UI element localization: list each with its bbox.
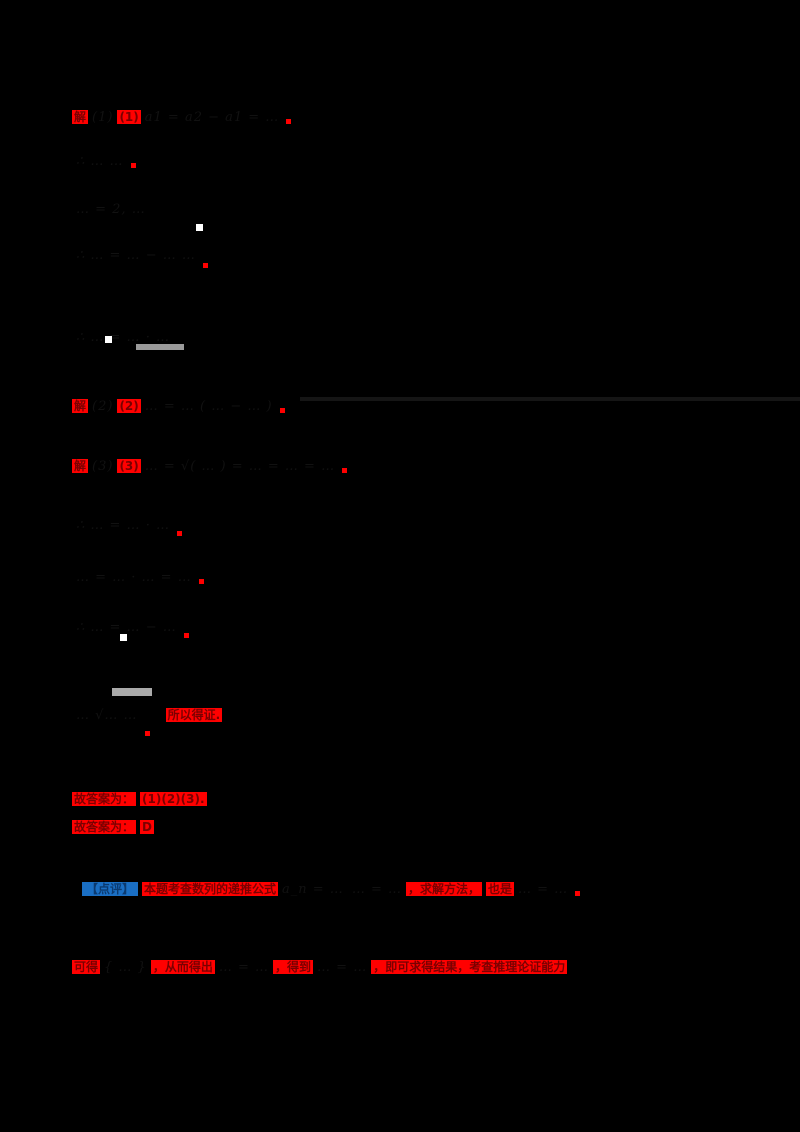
period-mark [183, 633, 189, 638]
math-expression: (2) [92, 398, 114, 414]
period-mark [279, 408, 285, 413]
solution-line-3: … = 2, … [72, 198, 150, 220]
solution-line-6: 解 (2) (2) … = … ( … − … ) [72, 395, 285, 417]
math-expression: … = … [351, 881, 402, 897]
comment-tag: 【点评】 [82, 882, 139, 896]
comment-line-1: 【点评】 本题考查数列的递推公式 a_n = … … = … ，求解方法， 也是… [82, 878, 581, 900]
artifact [196, 224, 203, 231]
comment-text: ，求解方法， [405, 882, 482, 896]
label-solve: 解 [72, 459, 89, 473]
proof-conclusion: 所以得证. [165, 708, 223, 722]
artifact [105, 336, 112, 343]
math-expression: ∴ … = … − … … [76, 247, 196, 263]
period-mark [198, 579, 204, 584]
label-part: (2) [117, 399, 141, 413]
math-expression: (1) [92, 109, 114, 125]
math-expression: { … } [104, 959, 147, 975]
horizontal-rule [300, 397, 800, 401]
period-mark [202, 263, 208, 268]
solution-line-10: ∴ … = … − … [72, 612, 189, 642]
period-mark [176, 531, 182, 536]
math-expression: … = … · … = … [76, 569, 192, 585]
solution-line-11: … √… … 所以得证. [72, 690, 223, 740]
artifact [120, 634, 127, 641]
label-part: (3) [117, 459, 141, 473]
label-solve: 解 [72, 110, 89, 124]
answer-line-1: 故答案为： (1)(2)(3). [72, 788, 207, 810]
math-expression: ∴ … = … · … [76, 517, 170, 533]
comment-line-2: 可得 { … } ，从而得出 … = … ，得到 … = … ，即可求得结果，考… [72, 950, 568, 984]
math-expression: ∴ … = … · … [76, 329, 170, 345]
answer-value: (1)(2)(3). [140, 792, 207, 806]
math-expression: ∴ … = … − … [76, 619, 177, 635]
answer-label: 故答案为： [72, 820, 137, 834]
comment-text: 本题考查数列的递推公式 [142, 882, 279, 896]
comment-text: ，即可求得结果，考查推理论证能力 [371, 960, 568, 974]
math-expression: … = 2, … [76, 201, 146, 217]
math-expression: … = … ( … − … ) [144, 398, 273, 414]
solution-line-1: 解 (1) (1) a1 = a2 − a1 = … [72, 106, 292, 128]
solution-line-9: … = … · … = … [72, 566, 204, 588]
comment-text: 也是 [486, 882, 515, 896]
period-mark [575, 891, 581, 896]
solution-line-8: ∴ … = … · … [72, 510, 182, 540]
label-part: (1) [117, 110, 141, 124]
period-mark [286, 119, 292, 124]
answer-line-2: 故答案为： D [72, 816, 154, 838]
solution-line-2: ∴ … … [72, 150, 136, 172]
period-mark [144, 731, 150, 736]
fraction-bar [112, 688, 152, 696]
math-expression: … = √( … ) = … = … = … [144, 458, 336, 474]
math-expression: ∴ … … [76, 153, 124, 169]
fraction-bar [136, 344, 184, 350]
math-expression: … = … [317, 959, 368, 975]
math-expression: … √… … [76, 707, 138, 723]
answer-label: 故答案为： [72, 792, 137, 806]
math-expression: a1 = a2 − a1 = … [144, 109, 280, 125]
answer-value: D [140, 820, 154, 834]
math-expression: … = … [518, 881, 569, 897]
comment-text: ，得到 [273, 960, 314, 974]
comment-text: ，从而得出 [150, 960, 215, 974]
math-expression: (3) [92, 458, 114, 474]
solution-line-5: ∴ … = … · … [72, 320, 174, 354]
comment-text: 可得 [72, 960, 101, 974]
math-expression: … = … [218, 959, 270, 975]
math-expression: a_n = … [282, 881, 344, 897]
label-solve: 解 [72, 399, 89, 413]
solution-line-4: ∴ … = … − … … [72, 238, 208, 272]
solution-line-7: 解 (3) (3) … = √( … ) = … = … = … [72, 455, 348, 477]
period-mark [342, 468, 348, 473]
period-mark [130, 163, 136, 168]
